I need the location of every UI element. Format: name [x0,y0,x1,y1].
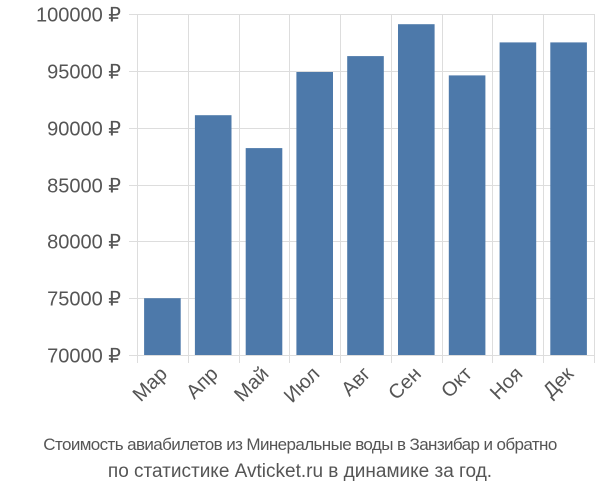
y-tick-label: 70000 ₽ [47,346,121,368]
x-tick-label: Окт [437,363,476,402]
x-tick-label: Ноя [486,363,527,404]
y-tick-label: 85000 ₽ [47,176,121,198]
bar [296,72,333,355]
y-tick-label: 80000 ₽ [47,232,121,254]
bar [499,42,537,356]
bar [347,56,384,355]
chart-caption-line2: по статистике Avticket.ru в динамике за … [107,461,493,482]
chart-caption-line1: Стоимость авиабилетов из Минеральные вод… [43,435,557,454]
x-tick-label: Авг [337,363,375,401]
x-tick-label: Июл [280,363,324,407]
bar [194,115,232,355]
bar [245,148,283,355]
y-tick-label: 100000 ₽ [36,5,121,27]
bar [550,42,587,356]
y-tick-label: 75000 ₽ [47,289,121,311]
x-tick-label: Май [230,363,273,406]
bar [398,24,435,355]
x-tick-label: Мар [129,363,172,406]
bar-chart: 70000 ₽ 75000 ₽ 80000 ₽ 85000 ₽ 90000 ₽ 95000… [36,5,595,407]
y-tick-label: 90000 ₽ [47,119,121,141]
x-tick-label: Апр [182,363,223,404]
bar [144,298,181,355]
bar [448,75,486,356]
x-tick-label: Сен [384,363,425,404]
y-tick-label: 95000 ₽ [47,62,121,84]
x-tick-label: Дек [539,363,578,402]
